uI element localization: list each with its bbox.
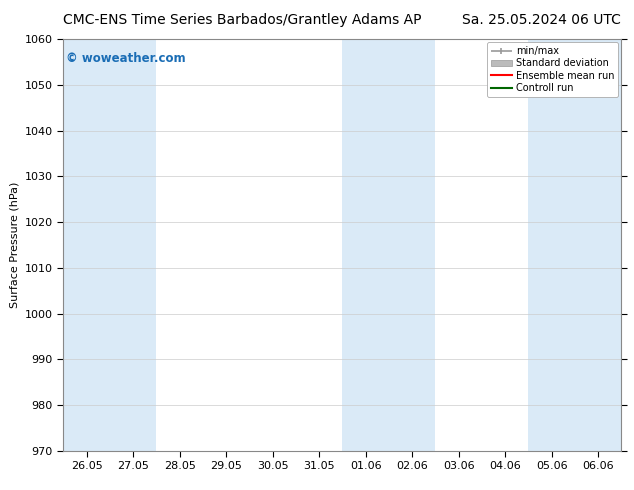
Text: CMC-ENS Time Series Barbados/Grantley Adams AP: CMC-ENS Time Series Barbados/Grantley Ad… xyxy=(63,13,422,26)
Legend: min/max, Standard deviation, Ensemble mean run, Controll run: min/max, Standard deviation, Ensemble me… xyxy=(487,42,618,97)
Bar xyxy=(528,39,621,451)
Bar xyxy=(342,39,436,451)
Bar xyxy=(63,39,157,451)
Text: © woweather.com: © woweather.com xyxy=(66,51,186,65)
Y-axis label: Surface Pressure (hPa): Surface Pressure (hPa) xyxy=(10,182,19,308)
Text: Sa. 25.05.2024 06 UTC: Sa. 25.05.2024 06 UTC xyxy=(462,13,621,26)
